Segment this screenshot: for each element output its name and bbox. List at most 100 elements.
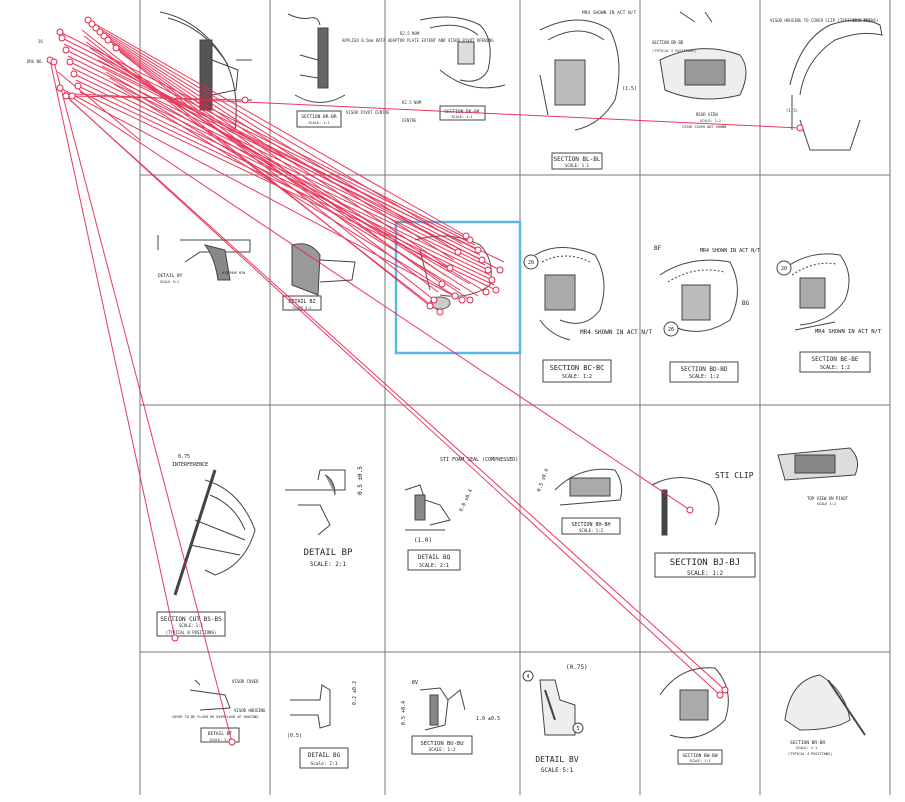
r1c3-note: R2.5 NOM — [400, 31, 420, 36]
r3c1-scale: SCALE: 1:1 — [179, 623, 204, 628]
sketch-r3c2 — [285, 469, 346, 536]
r2c5-scale: SCALE: 1:2 — [689, 374, 719, 380]
r3c1-title: SECTION CUT BS-BS — [160, 616, 222, 623]
r4c2-title: DETAIL BG — [308, 752, 341, 759]
r2c4-title: SECTION BC-BC — [550, 364, 605, 372]
r1c5-note: (TYPICAL 3 POSITIONS) — [652, 49, 696, 53]
r2c5-note: MR4 SHOWN IN ACT N/T — [700, 248, 760, 254]
r1c2-note: APPLIED 0.5mm DATA ADAPTOR PLATE EXTENT … — [342, 38, 494, 43]
r2c1-note: MINIMUM MIN — [222, 271, 245, 275]
r1c5-scale: SCALE: 1:2 — [700, 119, 721, 123]
r3c6-note: TOP VIEW ON PIVOT — [807, 496, 849, 501]
r3c3-dim2: 0.8 ±0.4 — [458, 488, 474, 512]
r1c6-dim: (R0.25) — [852, 18, 871, 24]
r3c3-title: DETAIL BQ — [418, 554, 451, 561]
r1c5-note2: REAR VIEW — [696, 112, 718, 117]
r2c6-note: MR4 SHOWN IN ACT N/T — [815, 329, 882, 335]
r2c2-title: DETAIL BZ — [288, 299, 315, 305]
r4c1-scale: SCALE: 2:1 — [209, 738, 230, 742]
sketch-r4c5 — [659, 667, 729, 739]
r3c2-scale: SCALE: 2:1 — [310, 561, 347, 568]
r1c2-scale: SCALE: 1:1 — [308, 121, 329, 125]
r3c1-dim2: INTERFERENCE — [172, 462, 208, 468]
r4c2-dim: (0.5) — [287, 733, 302, 739]
r4c4-scale: SCALE 5:1 — [541, 767, 574, 774]
r1c6-dim2: (1.5) — [786, 108, 798, 113]
r4c5-scale: SCALE: 1:1 — [689, 759, 710, 763]
sketch-r4c3 — [419, 687, 466, 731]
sketch-r3c3 — [404, 484, 451, 531]
r3c2-title: DETAIL BP — [304, 548, 353, 558]
annotation-lines — [49, 19, 801, 743]
r4c1-note2: VISOR COVER — [232, 679, 259, 684]
grid-lines — [139, 0, 891, 795]
r3c1-dim: 0.75 — [178, 454, 190, 460]
r1c3-scale: SCALE: 1:1 — [451, 115, 472, 119]
r3c3-scale: SCALE: 2:1 — [419, 563, 449, 569]
r4c1-note: COVER TO BE FLUSH OR OVERFLUSH OF HOUSIN… — [172, 715, 258, 719]
r4c3-scale: SCALE: 1:2 — [428, 747, 455, 753]
margin-marks: 26 DRG NO. — [27, 39, 44, 64]
r1c4-note: MR4 SHOWN IN ACT N/T — [582, 10, 636, 16]
r2c5-callout: 26 — [668, 327, 674, 333]
r3c5-note: STI CLIP — [715, 471, 754, 480]
r2c5-title: SECTION BD-BD — [681, 366, 728, 373]
sketch-r3c6 — [777, 447, 859, 481]
r4c4-callout: 4 — [526, 674, 529, 680]
r4c5-title: SECTION BW-BW — [682, 753, 718, 759]
r1c2-note2: VISOR PIVOT CENTRE — [346, 110, 390, 115]
r4c3-label1: BV — [412, 680, 418, 686]
r4c3-dim2: 1.0 ±0.5 — [476, 716, 500, 722]
r3c6-note2: SCALE 1:2 — [817, 502, 836, 506]
r2c4-callout: 20 — [528, 260, 534, 266]
r2c5-label1: BF — [654, 245, 662, 252]
r1c4-title: SECTION BL-BL — [554, 156, 601, 163]
r3c2-dim: 0.5 ±0.5 — [357, 466, 364, 495]
r2c1-scale: SCALE 5:1 — [160, 280, 179, 284]
r1c4-scale: SCALE: 1:1 — [565, 163, 590, 168]
svg-text:DRG NO.: DRG NO. — [27, 59, 44, 64]
r2c2-scale: SCALE 5:1 — [293, 306, 312, 310]
r1c6-note: VISOR HOUSING TO COVER CLIP (TYPICAL 3 P… — [770, 18, 878, 23]
sketch-r4c6 — [784, 674, 866, 736]
annotation-dots — [46, 16, 804, 746]
sketch-r2c2 — [291, 243, 356, 296]
r3c5-scale: SCALE: 1:2 — [687, 570, 724, 577]
sketch-r2c4 — [534, 247, 605, 341]
r3c5-title: SECTION BJ-BJ — [670, 558, 740, 568]
sketch-r4c1 — [189, 679, 231, 711]
r4c3-dim: 0.5 +0.4 — [401, 701, 407, 725]
r4c6-note: (TYPICAL 4 POSITIONS) — [788, 752, 832, 756]
r1c4-dim: (1.5) — [622, 86, 637, 92]
r2c4-note: MR4 SHOWN IN ACT N/T — [580, 329, 653, 336]
r4c1-title: DETAIL BF — [208, 731, 233, 737]
r4c2-dim2: 0.2 ±0.2 — [352, 681, 358, 705]
r1c5-note3: VISOR COVER NOT SHOWN — [682, 125, 726, 129]
r2c5-label2: BG — [742, 300, 750, 307]
r1c3-note2: R2.5 NOM — [402, 100, 422, 105]
r3c4-dim: 0.5 ±0.4 — [536, 468, 550, 493]
highlight-box — [394, 220, 522, 355]
r4c1-note3: VISOR HOUSING — [234, 708, 266, 713]
svg-text:26: 26 — [38, 39, 43, 44]
r4c6-scale: SCALE: 1:1 — [796, 746, 817, 750]
r3c3-note: STI FOAM SEAL (COMPRESSED) — [440, 457, 518, 463]
r2c6-callout: 20 — [781, 266, 787, 272]
sketch-r4c2 — [290, 684, 331, 729]
sketch-r1c6 — [789, 19, 883, 151]
sketch-r3c1 — [173, 469, 256, 596]
r1c3-note3: CENTRE — [402, 118, 417, 123]
sketch-r3c4 — [554, 468, 623, 506]
r3c3-dim: (1.0) — [414, 537, 432, 544]
r4c4-title: DETAIL BV — [535, 755, 579, 764]
sketch-r1c4 — [539, 19, 620, 131]
r4c4-dim: (0.75) — [566, 664, 588, 671]
sketch-r2c5 — [659, 259, 738, 332]
r4c6-title: SECTION BR-BR — [790, 740, 826, 746]
sketch-r1c5 — [659, 11, 747, 100]
sketch-r2c6 — [784, 253, 850, 331]
sketch-r3c5 — [651, 477, 720, 536]
r3c4-title: SECTION BH-BH — [571, 522, 610, 528]
r4c3-title: SECTION BU-BU — [420, 741, 463, 747]
